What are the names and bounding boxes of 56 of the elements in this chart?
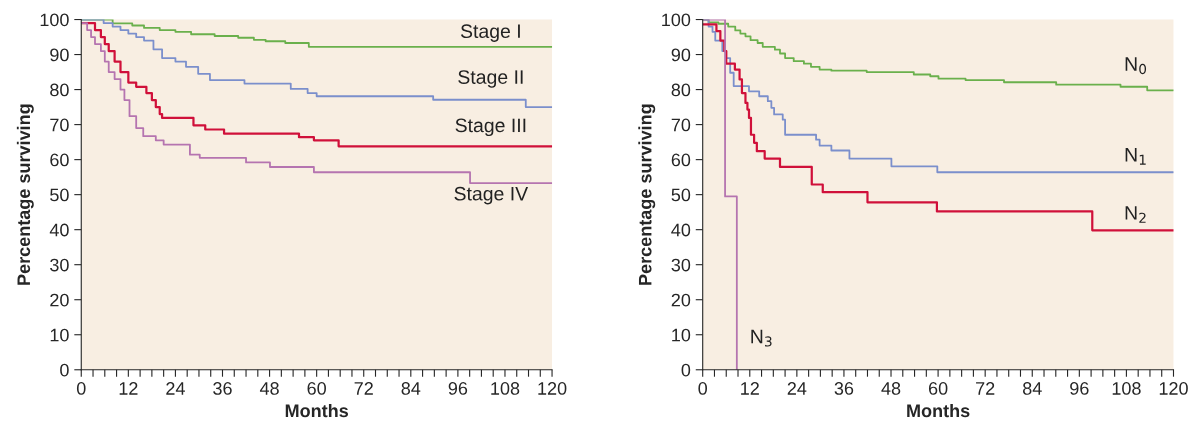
- y-tick-label: 60: [50, 153, 69, 167]
- y-tick-label: 100: [662, 13, 691, 27]
- x-tick-label: 72: [976, 382, 995, 395]
- x-tick-label: 108: [1112, 382, 1141, 395]
- x-tick-label: 96: [1070, 382, 1089, 395]
- x-tick-label: 36: [213, 382, 232, 395]
- x-tick-label: 84: [1023, 382, 1042, 395]
- x-axis-title: Months: [907, 403, 970, 418]
- y-tick-label: 30: [671, 258, 691, 272]
- x-tick-label: 24: [166, 382, 185, 395]
- x-tick-label: 36: [834, 382, 854, 395]
- x-tick-label: 12: [741, 382, 759, 395]
- y-tick-label: 20: [50, 293, 69, 307]
- series-label: Stage IV: [454, 186, 529, 205]
- y-tick-label: 70: [671, 118, 691, 132]
- x-tick-label: 120: [1159, 382, 1188, 395]
- series-label: N$_{1}$: [1125, 148, 1146, 165]
- y-tick-label: 60: [671, 153, 691, 167]
- x-tick-label: 48: [259, 382, 279, 395]
- y-tick-label: 50: [50, 188, 69, 202]
- series-label: N$_{0}$: [1125, 57, 1147, 75]
- x-axis-title: Months: [285, 403, 349, 418]
- y-tick-label: 0: [60, 363, 69, 377]
- x-tick-label: 48: [881, 382, 901, 395]
- y-tick-label: 30: [50, 258, 69, 272]
- y-tick-label: 90: [671, 48, 691, 62]
- y-tick-label: 100: [40, 13, 69, 27]
- x-tick-label: 84: [401, 382, 421, 395]
- series-label: Stage II: [458, 70, 523, 88]
- y-tick-label: 80: [50, 83, 69, 97]
- y-axis-title: Percentage surviving: [16, 104, 34, 285]
- y-tick-label: 50: [671, 188, 691, 202]
- y-tick-label: 40: [49, 223, 69, 237]
- x-tick-label: 12: [119, 382, 138, 395]
- x-tick-label: 24: [787, 382, 807, 395]
- x-tick-label: 96: [448, 382, 468, 395]
- x-tick-label: 72: [354, 382, 373, 395]
- series-label: N$_{3}$: [751, 329, 772, 347]
- y-tick-label: 80: [671, 83, 691, 97]
- y-tick-label: 10: [672, 328, 691, 342]
- y-axis-title: Percentage surviving: [638, 104, 656, 285]
- x-tick-label: 120: [538, 382, 567, 395]
- y-tick-label: 70: [50, 118, 69, 132]
- x-tick-label: 0: [76, 382, 86, 395]
- x-tick-label: 108: [491, 382, 520, 395]
- x-tick-label: 60: [928, 382, 948, 395]
- y-tick-label: 20: [671, 293, 691, 307]
- y-tick-label: 10: [50, 328, 69, 342]
- y-tick-label: 0: [681, 363, 691, 377]
- series-label: N$_{2}$: [1125, 206, 1146, 223]
- y-tick-label: 40: [671, 223, 691, 237]
- x-tick-label: 0: [698, 382, 708, 395]
- y-tick-label: 90: [50, 48, 69, 62]
- x-tick-label: 60: [307, 382, 326, 395]
- series-label: Stage I: [460, 24, 520, 42]
- series-label: Stage III: [455, 118, 526, 137]
